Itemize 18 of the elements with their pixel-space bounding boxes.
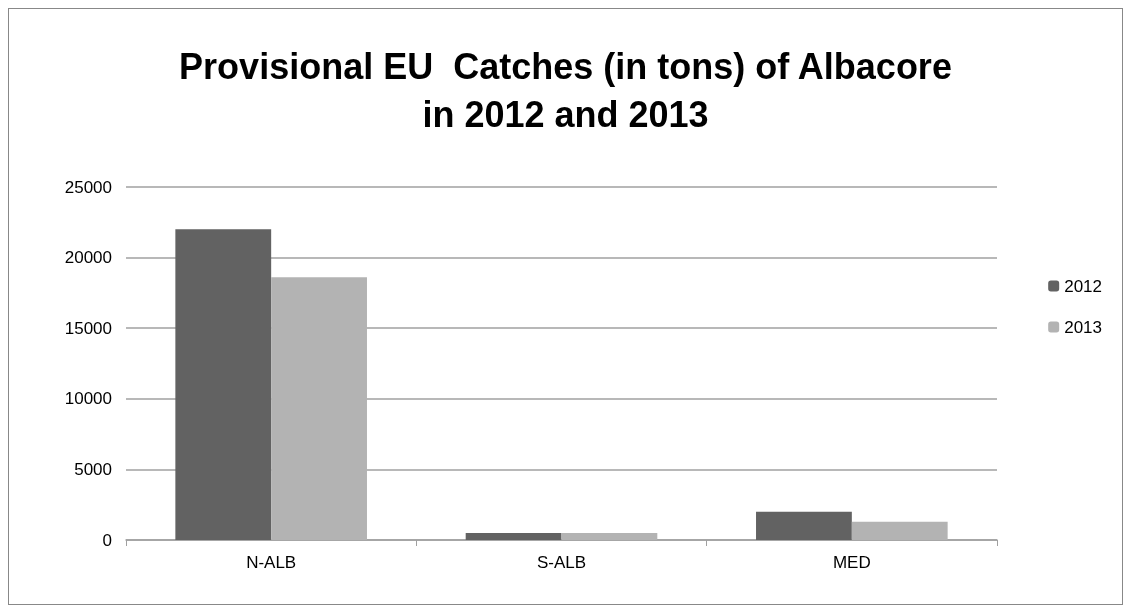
y-tick-label: 5000	[74, 459, 112, 479]
bar	[851, 521, 948, 540]
x-tick-label: N-ALB	[246, 553, 297, 572]
y-tick-label: 15000	[64, 318, 112, 338]
y-tick-label: 0	[102, 530, 112, 550]
legend-label: 2012	[1064, 276, 1103, 296]
chart-title: Provisional EU Catches (in tons) of Albacore in 2012 and 2013	[179, 45, 952, 135]
bar	[756, 511, 852, 540]
y-tick-label: 20000	[64, 248, 112, 268]
x-tick-label: S-ALB	[536, 553, 587, 572]
y-tick-label: 25000	[64, 177, 112, 197]
bar	[175, 229, 272, 540]
x-tick-label: MED	[832, 553, 871, 572]
bar	[271, 277, 367, 540]
bar	[561, 532, 658, 540]
y-tick-label: 10000	[64, 389, 112, 409]
legend-label: 2013	[1064, 317, 1103, 337]
bar	[465, 532, 562, 540]
